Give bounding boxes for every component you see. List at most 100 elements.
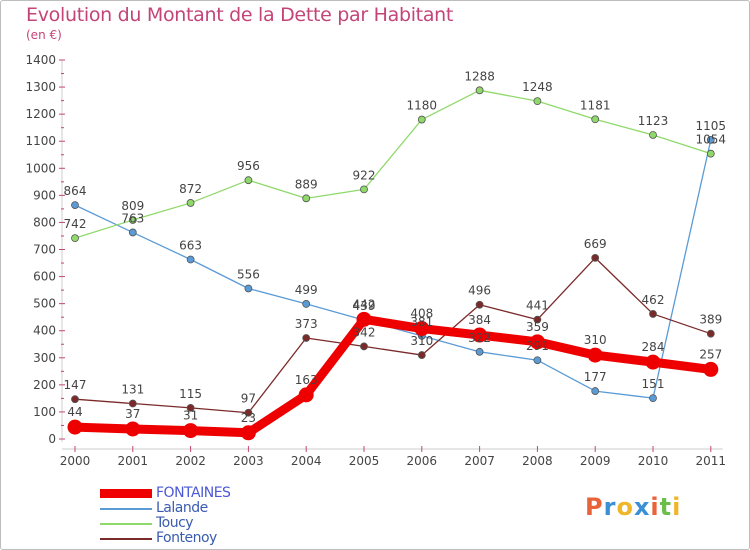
- data-point-toucy: [302, 194, 311, 203]
- data-point-lalande: [591, 387, 600, 395]
- legend-swatch: [100, 489, 152, 498]
- data-point-toucy: [71, 234, 79, 243]
- logo-letter: i: [672, 493, 682, 521]
- data-label-fontenoy: 115: [179, 387, 202, 401]
- data-label-fontaines: 37: [125, 407, 140, 421]
- y-tick-label: 1200: [25, 107, 56, 121]
- chart-unit-label: (en €): [26, 28, 62, 42]
- data-point-fontaines: [67, 419, 83, 435]
- data-label-fontenoy: 147: [64, 378, 87, 392]
- data-point-fontaines: [587, 347, 603, 363]
- x-tick-label: 2004: [291, 454, 322, 468]
- data-label-fontenoy: 97: [241, 392, 256, 406]
- data-label-toucy: 1288: [464, 69, 495, 83]
- y-tick-label: 1300: [25, 80, 56, 94]
- chart-axes: 0 100 200 300 400 500 600 700 800 900 1000 1100 1200…: [25, 53, 726, 468]
- data-label-toucy: 1248: [522, 80, 553, 94]
- data-label-lalande: 864: [64, 184, 87, 198]
- data-point-fontenoy: [302, 334, 311, 342]
- series-line-toucy: [74, 89, 712, 239]
- legend-label: Toucy: [156, 515, 194, 531]
- data-point-toucy: [360, 185, 368, 194]
- data-point-fontenoy: [128, 399, 137, 408]
- data-label-lalande: 151: [642, 377, 665, 391]
- data-point-lalande: [71, 201, 79, 210]
- data-label-fontaines: 23: [241, 411, 256, 425]
- data-label-fontaines: 359: [526, 320, 549, 334]
- data-point-fontaines: [125, 421, 141, 437]
- y-tick-label: 1000: [25, 161, 56, 175]
- data-label-toucy: 922: [353, 168, 376, 182]
- data-label-fontenoy: 342: [353, 325, 376, 339]
- data-point-toucy: [417, 115, 426, 124]
- data-point-lalande: [244, 284, 253, 293]
- data-label-fontaines: 44: [67, 405, 82, 419]
- logo-letter: P: [585, 493, 604, 521]
- data-point-fontaines: [356, 311, 372, 327]
- x-tick-label: 2003: [233, 454, 264, 468]
- data-point-fontenoy: [360, 342, 368, 351]
- data-point-fontaines: [472, 327, 488, 343]
- x-tick-label: 2011: [696, 454, 727, 468]
- data-point-lalande: [533, 356, 542, 365]
- data-point-toucy: [649, 131, 657, 139]
- legend-label: Lalande: [156, 500, 208, 516]
- data-point-fontenoy: [475, 300, 484, 309]
- data-point-toucy: [186, 199, 195, 207]
- legend-swatch: [100, 523, 152, 525]
- x-tick-label: 2010: [638, 454, 669, 468]
- y-tick-label: 700: [33, 243, 56, 257]
- data-label-fontenoy: 496: [468, 284, 491, 298]
- data-point-fontenoy: [71, 395, 79, 404]
- x-tick-label: 2002: [175, 454, 206, 468]
- data-point-lalande: [128, 228, 137, 237]
- y-tick-label: 100: [33, 405, 56, 419]
- y-tick-label: 900: [33, 188, 56, 202]
- data-label-fontaines: 408: [410, 307, 433, 321]
- data-label-toucy: 956: [237, 159, 260, 173]
- data-label-toucy: 1180: [407, 99, 438, 113]
- data-label-fontenoy: 669: [584, 237, 607, 251]
- chart-series: [67, 86, 719, 441]
- data-label-lalande: 381: [410, 315, 433, 329]
- series-line-fontaines: [70, 314, 716, 438]
- data-point-fontaines: [240, 425, 256, 441]
- x-tick-label: 2001: [118, 454, 149, 468]
- data-point-fontenoy: [186, 403, 195, 412]
- y-tick-label: 400: [33, 324, 56, 338]
- x-tick-label: 2000: [60, 454, 91, 468]
- data-point-lalande: [186, 255, 195, 264]
- data-label-fontaines: 384: [468, 313, 491, 327]
- data-point-lalande: [302, 300, 311, 308]
- legend-label: FONTAINES: [156, 485, 231, 501]
- data-point-toucy: [591, 115, 600, 124]
- y-tick-label: 200: [33, 378, 56, 392]
- data-point-fontenoy: [417, 351, 426, 359]
- data-label-fontenoy: 389: [699, 313, 722, 327]
- data-label-lalande: 291: [526, 339, 549, 353]
- data-label-lalande: 556: [237, 267, 260, 281]
- y-tick-label: 1100: [25, 134, 56, 148]
- data-point-toucy: [533, 97, 542, 106]
- line-chart: 0 100 200 300 400 500 600 700 800 900 1000 1100 1200…: [25, 53, 727, 468]
- y-tick-label: 300: [33, 351, 56, 365]
- logo-letter: i: [650, 493, 660, 521]
- x-tick-label: 2008: [522, 454, 553, 468]
- data-label-toucy: 1123: [638, 114, 669, 128]
- data-label-fontaines: 257: [699, 347, 722, 361]
- legend-swatch: [100, 538, 152, 540]
- data-label-lalande: 177: [584, 370, 607, 384]
- data-label-lalande: 763: [121, 211, 144, 225]
- data-label-lalande: 499: [295, 283, 318, 297]
- logo-letter: r: [603, 493, 617, 521]
- data-label-fontenoy: 131: [121, 383, 144, 397]
- data-point-fontaines: [529, 334, 545, 350]
- x-tick-label: 2007: [464, 454, 495, 468]
- data-point-toucy: [244, 176, 253, 185]
- data-point-fontaines: [703, 361, 719, 377]
- data-label-fontaines: 284: [642, 340, 665, 354]
- data-label-lalande: 439: [353, 299, 376, 313]
- series-line-fontenoy: [74, 257, 712, 414]
- data-label-lalande: 1105: [696, 119, 727, 133]
- chart-data-labels: 44 37 31 23 163 442 408 384 359 310 284 257 864 763 66…: [64, 69, 727, 424]
